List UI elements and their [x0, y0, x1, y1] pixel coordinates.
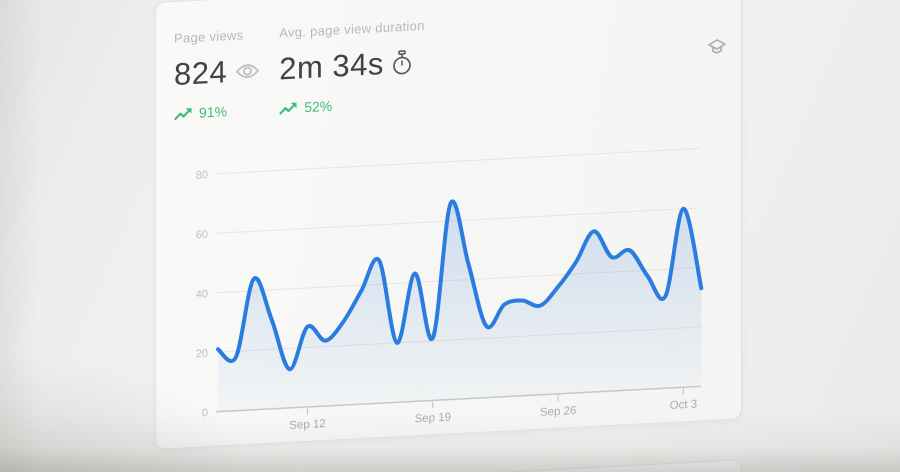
avg-duration-label: Avg. page view duration — [279, 17, 425, 41]
analytics-card: Page views 824 — [155, 0, 742, 450]
page-views-label: Page views — [174, 27, 244, 47]
next-card-edge — [155, 459, 742, 472]
pageviews-chart: 0 20 40 60 80 Sep 12 Sep 19 Sep 26 Oct 3 — [196, 147, 704, 432]
stat-avg-duration: Avg. page view duration 2m 34s — [279, 18, 424, 117]
x-tick-label: Sep 26 — [540, 405, 576, 419]
series-line — [216, 199, 704, 372]
stats-row: Page views 824 — [174, 18, 425, 122]
stat-page-views: Page views 824 — [174, 26, 260, 122]
graduation-cap-icon[interactable] — [707, 37, 727, 59]
y-tick-label: 20 — [196, 348, 208, 361]
x-tick-label: Sep 19 — [415, 411, 451, 425]
page-views-value: 824 — [174, 54, 228, 93]
page-views-delta-value: 91% — [199, 103, 228, 121]
y-tick-label: 60 — [196, 229, 208, 242]
trending-up-icon — [279, 100, 298, 115]
avg-duration-delta-value: 52% — [304, 97, 333, 116]
gridline — [216, 147, 701, 175]
y-tick-label: 40 — [196, 288, 208, 301]
x-tick-label: Oct 3 — [670, 399, 697, 412]
avg-duration-value: 2m 34s — [279, 46, 384, 87]
y-tick-label: 0 — [202, 407, 208, 419]
x-tick-label: Sep 12 — [289, 418, 325, 432]
stopwatch-icon — [392, 49, 412, 76]
y-tick-label: 80 — [196, 169, 208, 182]
eye-icon — [235, 61, 260, 80]
trending-up-icon — [174, 106, 193, 121]
page-views-delta: 91% — [174, 101, 260, 122]
avg-duration-delta: 52% — [279, 93, 424, 117]
